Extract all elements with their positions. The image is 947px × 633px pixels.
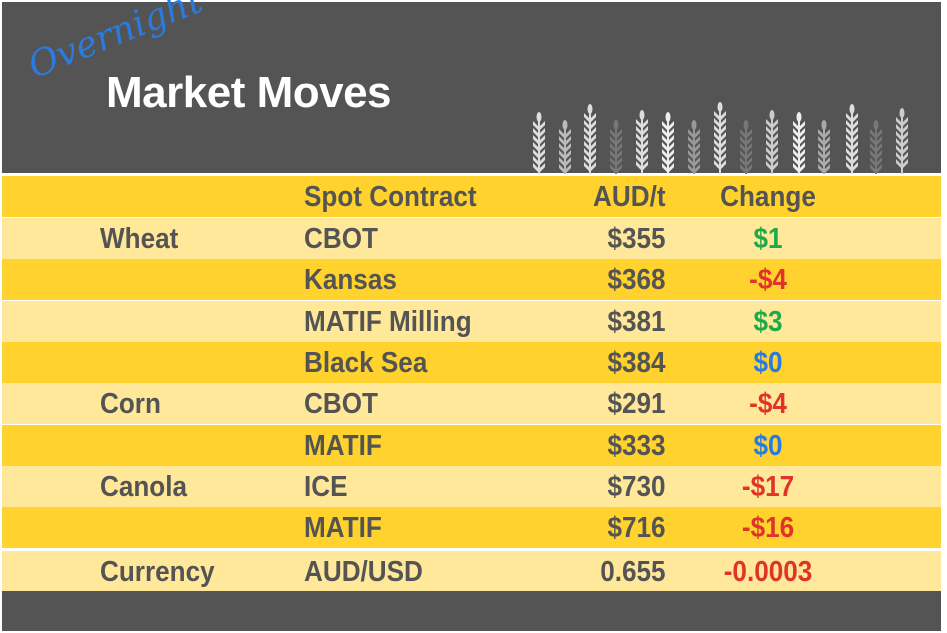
table-row: Black Sea $384 $0 [2, 341, 941, 383]
column-header-price: AUD/t [593, 181, 666, 213]
wheat-stalk [870, 120, 882, 174]
price-cell: $730 [607, 470, 666, 503]
change-cell: -$16 [741, 512, 795, 545]
price-cell: 0.655 [600, 556, 666, 589]
commodity-cell: Corn [100, 388, 161, 421]
header-banner: Overnight Market Moves [2, 0, 941, 174]
contract-cell: MATIF [304, 512, 382, 545]
wheat-stalks-icon [533, 102, 908, 174]
price-cell: $716 [607, 512, 666, 545]
commodity-cell: Canola [100, 470, 188, 503]
wheat-stalk [636, 110, 648, 174]
table-row: Currency AUD/USD 0.655 -0.0003 [2, 549, 941, 593]
table-row: MATIF $333 $0 [2, 424, 941, 466]
contract-cell: Black Sea [304, 346, 428, 379]
wheat-stalk [610, 120, 622, 174]
change-cell: -0.0003 [723, 556, 813, 589]
price-cell: $381 [607, 305, 666, 338]
contract-cell: MATIF [304, 429, 382, 462]
contract-cell: CBOT [304, 223, 378, 255]
commodity-cell: Wheat [100, 223, 179, 255]
change-cell: -$4 [749, 264, 787, 297]
column-header-contract: Spot Contract [304, 181, 477, 213]
change-cell: $1 [753, 223, 783, 255]
wheat-stalk [846, 104, 858, 174]
wheat-stalk [896, 108, 908, 174]
change-cell: -$4 [749, 388, 787, 421]
commodity-cell: Currency [100, 556, 215, 589]
contract-cell: MATIF Milling [304, 305, 472, 338]
wheat-stalk [766, 110, 778, 174]
price-cell: $368 [607, 264, 666, 297]
change-cell: $0 [753, 429, 783, 462]
contract-cell: AUD/USD [304, 556, 423, 589]
page-title: Market Moves [106, 68, 392, 117]
table-row: Kansas $368 -$4 [2, 259, 941, 301]
table-row: Canola ICE $730 -$17 [2, 465, 941, 507]
contract-cell: Kansas [304, 264, 397, 297]
wheat-stalk [818, 120, 830, 174]
column-header-change: Change [720, 181, 816, 213]
table-row: MATIF $716 -$16 [2, 507, 941, 549]
contract-cell: ICE [304, 470, 348, 503]
wheat-stalk [793, 112, 805, 174]
wheat-stalk [714, 102, 726, 174]
table-header-row: Spot Contract AUD/t Change [2, 176, 941, 217]
change-cell: $0 [753, 346, 783, 379]
table-row: Corn CBOT $291 -$4 [2, 383, 941, 425]
price-cell: $384 [607, 346, 666, 379]
wheat-stalk [533, 112, 545, 174]
wheat-stalk [662, 112, 674, 174]
wheat-stalk [584, 104, 596, 174]
footer-bar [2, 591, 941, 631]
price-cell: $291 [607, 388, 666, 421]
contract-cell: CBOT [304, 388, 378, 421]
price-cell: $355 [607, 223, 666, 255]
change-cell: -$17 [741, 470, 795, 503]
change-cell: $3 [753, 305, 783, 338]
price-cell: $333 [607, 429, 666, 462]
table-row: Wheat CBOT $355 $1 [2, 218, 941, 259]
wheat-stalk [688, 120, 700, 174]
table-row: MATIF Milling $381 $3 [2, 300, 941, 342]
wheat-stalk [740, 120, 752, 174]
wheat-stalk [559, 120, 571, 174]
